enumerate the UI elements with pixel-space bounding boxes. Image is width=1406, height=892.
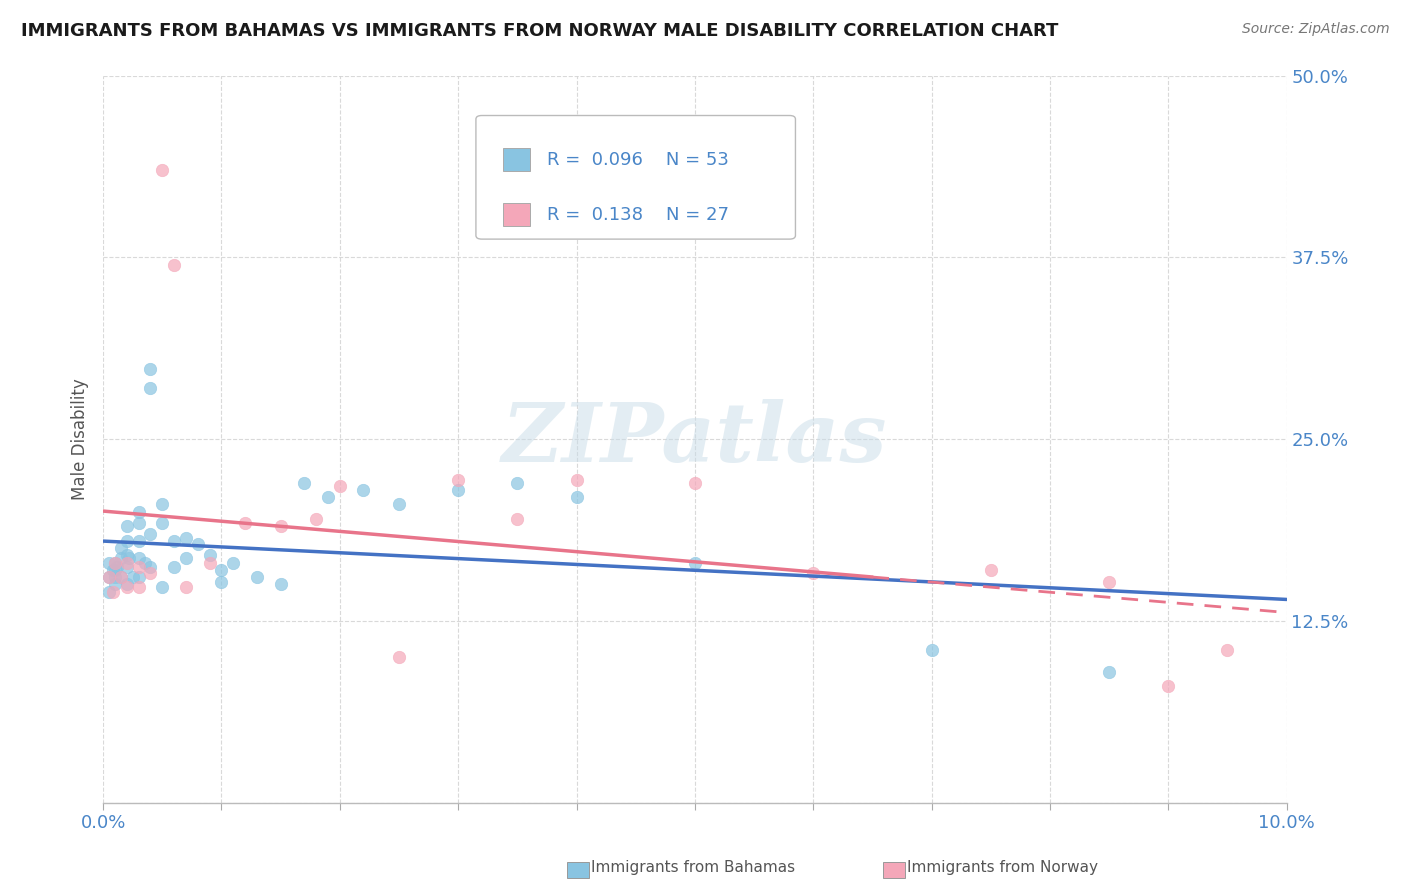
- Point: [270, 577, 292, 591]
- Point: [115, 577, 138, 591]
- Point: [128, 516, 150, 531]
- Point: [163, 560, 186, 574]
- Point: [139, 526, 162, 541]
- Point: [98, 570, 121, 584]
- Point: [110, 570, 132, 584]
- Point: [174, 551, 197, 566]
- Point: [128, 570, 150, 584]
- Point: [316, 490, 339, 504]
- Point: [1216, 643, 1239, 657]
- Point: [292, 475, 315, 490]
- Point: [1157, 679, 1180, 693]
- Point: [187, 537, 209, 551]
- FancyBboxPatch shape: [503, 202, 530, 227]
- Point: [980, 563, 1002, 577]
- Point: [101, 563, 124, 577]
- Text: R =  0.138    N = 27: R = 0.138 N = 27: [547, 205, 730, 224]
- Point: [121, 570, 143, 584]
- Text: R =  0.096    N = 53: R = 0.096 N = 53: [547, 151, 730, 169]
- FancyBboxPatch shape: [503, 148, 530, 171]
- Text: Source: ZipAtlas.com: Source: ZipAtlas.com: [1241, 22, 1389, 37]
- Point: [447, 473, 470, 487]
- Point: [683, 556, 706, 570]
- Point: [128, 551, 150, 566]
- Point: [222, 556, 245, 570]
- Point: [305, 512, 328, 526]
- Point: [115, 519, 138, 533]
- Point: [565, 473, 588, 487]
- Point: [329, 478, 352, 492]
- Point: [115, 580, 138, 594]
- Point: [115, 560, 138, 574]
- Point: [921, 643, 943, 657]
- Point: [128, 505, 150, 519]
- Point: [198, 549, 221, 563]
- Point: [565, 490, 588, 504]
- Point: [506, 512, 529, 526]
- Point: [150, 498, 173, 512]
- Point: [110, 570, 132, 584]
- Point: [353, 483, 375, 497]
- Point: [98, 570, 121, 584]
- Point: [98, 584, 121, 599]
- Point: [150, 580, 173, 594]
- Point: [388, 650, 411, 665]
- Point: [683, 475, 706, 490]
- Point: [174, 580, 197, 594]
- Point: [150, 163, 173, 178]
- Point: [139, 381, 162, 395]
- Point: [104, 577, 127, 591]
- Point: [211, 574, 233, 589]
- Text: Immigrants from Norway: Immigrants from Norway: [907, 860, 1098, 874]
- Point: [1098, 574, 1121, 589]
- Point: [1098, 665, 1121, 679]
- Point: [270, 519, 292, 533]
- Y-axis label: Male Disability: Male Disability: [72, 378, 89, 500]
- Point: [115, 556, 138, 570]
- Point: [174, 531, 197, 545]
- Point: [139, 560, 162, 574]
- Text: IMMIGRANTS FROM BAHAMAS VS IMMIGRANTS FROM NORWAY MALE DISABILITY CORRELATION CH: IMMIGRANTS FROM BAHAMAS VS IMMIGRANTS FR…: [21, 22, 1059, 40]
- Text: Immigrants from Bahamas: Immigrants from Bahamas: [591, 860, 794, 874]
- FancyBboxPatch shape: [475, 115, 796, 239]
- Point: [118, 551, 141, 566]
- Point: [104, 563, 127, 577]
- Point: [163, 258, 186, 272]
- Point: [233, 516, 256, 531]
- Point: [104, 556, 127, 570]
- Text: ZIPatlas: ZIPatlas: [502, 399, 887, 479]
- Point: [110, 541, 132, 555]
- Point: [139, 566, 162, 580]
- Point: [246, 570, 269, 584]
- Point: [104, 570, 127, 584]
- Point: [506, 475, 529, 490]
- Point: [101, 584, 124, 599]
- Point: [128, 560, 150, 574]
- Point: [163, 533, 186, 548]
- Point: [115, 533, 138, 548]
- Point: [104, 556, 127, 570]
- Point: [447, 483, 470, 497]
- Point: [139, 362, 162, 376]
- Point: [211, 563, 233, 577]
- Point: [98, 556, 121, 570]
- Point: [134, 556, 156, 570]
- Point: [388, 498, 411, 512]
- Point: [801, 566, 824, 580]
- Point: [115, 549, 138, 563]
- Point: [198, 556, 221, 570]
- Point: [105, 560, 128, 574]
- Point: [128, 533, 150, 548]
- Point: [128, 580, 150, 594]
- Point: [110, 551, 132, 566]
- Point: [150, 516, 173, 531]
